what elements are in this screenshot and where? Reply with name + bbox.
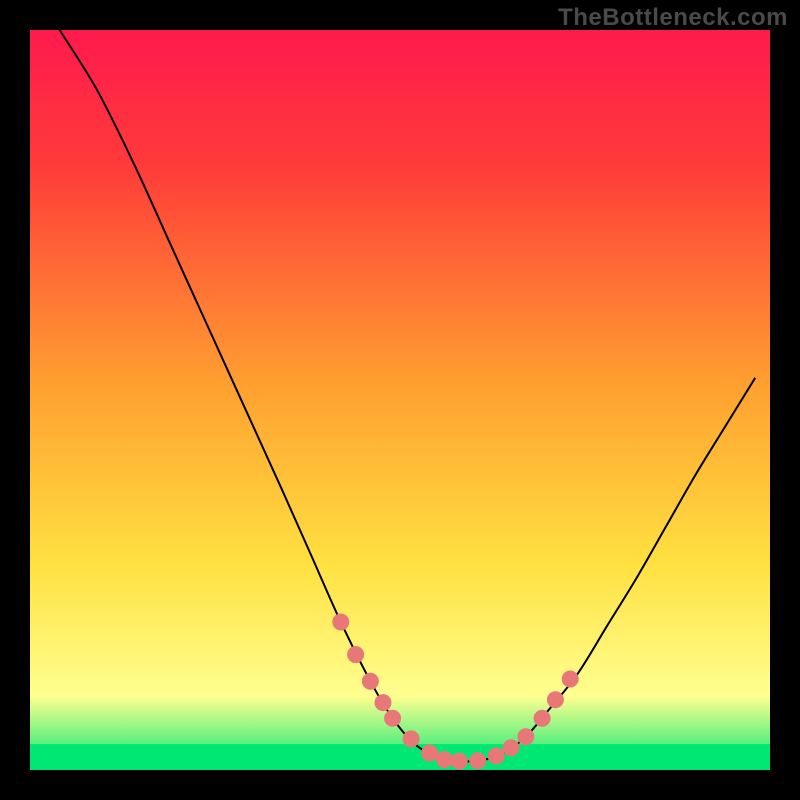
- curve-marker: [348, 647, 364, 663]
- curve-marker: [403, 731, 419, 747]
- curve-marker: [562, 671, 578, 687]
- curve-marker: [503, 740, 519, 756]
- curve-marker: [422, 745, 438, 761]
- bottleneck-chart: [0, 0, 800, 800]
- bottom-green-band: [30, 744, 770, 770]
- curve-marker: [451, 753, 467, 769]
- curve-marker: [534, 710, 550, 726]
- curve-marker: [518, 729, 534, 745]
- chart-frame: TheBottleneck.com: [0, 0, 800, 800]
- curve-marker: [436, 752, 452, 768]
- curve-marker: [385, 710, 401, 726]
- curve-marker: [333, 614, 349, 630]
- curve-marker: [547, 692, 563, 708]
- curve-marker: [375, 695, 391, 711]
- curve-marker: [362, 673, 378, 689]
- curve-marker: [470, 753, 486, 769]
- watermark-label: TheBottleneck.com: [558, 4, 788, 32]
- curve-marker: [488, 748, 504, 764]
- plot-gradient-background: [30, 30, 770, 770]
